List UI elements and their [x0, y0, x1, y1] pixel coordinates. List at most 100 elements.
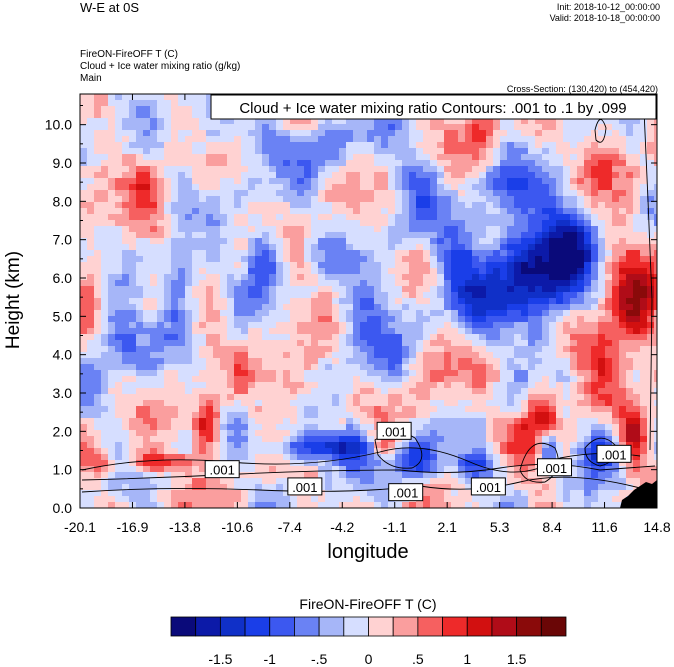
heatmap-cell	[465, 418, 473, 425]
heatmap-cell	[353, 406, 361, 413]
heatmap-cell	[451, 130, 459, 137]
heatmap-cell	[626, 118, 634, 125]
heatmap-cell	[150, 256, 158, 263]
heatmap-cell	[395, 124, 403, 131]
heatmap-cell	[563, 142, 571, 149]
heatmap-cell	[458, 130, 466, 137]
heatmap-cell	[248, 172, 256, 179]
heatmap-cell	[80, 256, 88, 263]
heatmap-cell	[353, 268, 361, 275]
heatmap-cell	[360, 136, 368, 143]
heatmap-cell	[381, 214, 389, 221]
heatmap-cell	[612, 250, 620, 257]
heatmap-cell	[500, 430, 508, 437]
heatmap-cell	[248, 208, 256, 215]
heatmap-cell	[612, 130, 620, 137]
heatmap-cell	[136, 160, 144, 167]
heatmap-cell	[325, 412, 333, 419]
heatmap-cell	[423, 448, 431, 455]
heatmap-cell	[381, 292, 389, 299]
heatmap-cell	[402, 190, 410, 197]
heatmap-cell	[367, 154, 375, 161]
heatmap-cell	[227, 346, 235, 353]
heatmap-cell	[416, 208, 424, 215]
heatmap-cell	[276, 304, 284, 311]
heatmap-cell	[171, 436, 179, 443]
heatmap-cell	[339, 316, 347, 323]
heatmap-cell	[647, 166, 655, 173]
heatmap-cell	[283, 262, 291, 269]
heatmap-cell	[395, 208, 403, 215]
heatmap-cell	[465, 220, 473, 227]
heatmap-cell	[80, 190, 88, 197]
heatmap-cell	[276, 178, 284, 185]
heatmap-cell	[262, 196, 270, 203]
heatmap-cell	[311, 316, 319, 323]
heatmap-cell	[87, 376, 95, 383]
heatmap-cell	[619, 118, 627, 125]
heatmap-cell	[402, 292, 410, 299]
heatmap-cell	[486, 190, 494, 197]
heatmap-cell	[150, 436, 158, 443]
heatmap-cell	[633, 430, 641, 437]
heatmap-cell	[381, 160, 389, 167]
heatmap-cell	[213, 202, 221, 209]
heatmap-cell	[465, 448, 473, 455]
heatmap-cell	[451, 268, 459, 275]
heatmap-cell	[521, 130, 529, 137]
heatmap-cell	[276, 412, 284, 419]
heatmap-cell	[486, 280, 494, 287]
heatmap-cell	[122, 220, 130, 227]
heatmap-cell	[430, 280, 438, 287]
heatmap-cell	[171, 370, 179, 377]
heatmap-cell	[591, 238, 599, 245]
heatmap-cell	[430, 334, 438, 341]
heatmap-cell	[339, 334, 347, 341]
heatmap-cell	[395, 394, 403, 401]
heatmap-cell	[388, 130, 396, 137]
heatmap-cell	[591, 136, 599, 143]
heatmap-cell	[619, 286, 627, 293]
heatmap-cell	[192, 118, 200, 125]
heatmap-cell	[437, 340, 445, 347]
heatmap-cell	[549, 412, 557, 419]
heatmap-cell	[570, 340, 578, 347]
heatmap-cell	[395, 280, 403, 287]
heatmap-cell	[283, 142, 291, 149]
heatmap-cell	[416, 262, 424, 269]
heatmap-cell	[472, 400, 480, 407]
heatmap-cell	[500, 238, 508, 245]
heatmap-cell	[213, 130, 221, 137]
heatmap-cell	[570, 250, 578, 257]
heatmap-cell	[115, 370, 123, 377]
heatmap-cell	[570, 316, 578, 323]
heatmap-cell	[423, 202, 431, 209]
heatmap-cell	[87, 220, 95, 227]
heatmap-cell	[325, 340, 333, 347]
heatmap-cell	[290, 166, 298, 173]
heatmap-cell	[311, 142, 319, 149]
heatmap-cell	[129, 124, 137, 131]
heatmap-cell	[507, 274, 515, 281]
heatmap-cell	[213, 310, 221, 317]
heatmap-cell	[129, 292, 137, 299]
heatmap-cell	[528, 340, 536, 347]
heatmap-cell	[94, 124, 102, 131]
heatmap-cell	[451, 412, 459, 419]
heatmap-cell	[367, 406, 375, 413]
heatmap-cell	[381, 304, 389, 311]
heatmap-cell	[542, 142, 550, 149]
heatmap-cell	[276, 274, 284, 281]
heatmap-cell	[115, 220, 123, 227]
heatmap-cell	[213, 286, 221, 293]
heatmap-cell	[549, 340, 557, 347]
heatmap-cell	[192, 160, 200, 167]
heatmap-cell	[178, 106, 186, 113]
heatmap-cell	[416, 142, 424, 149]
heatmap-cell	[500, 382, 508, 389]
heatmap-cell	[80, 262, 88, 269]
heatmap-cell	[234, 400, 242, 407]
heatmap-cell	[451, 322, 459, 329]
heatmap-cell	[654, 382, 657, 389]
heatmap-cell	[542, 154, 550, 161]
